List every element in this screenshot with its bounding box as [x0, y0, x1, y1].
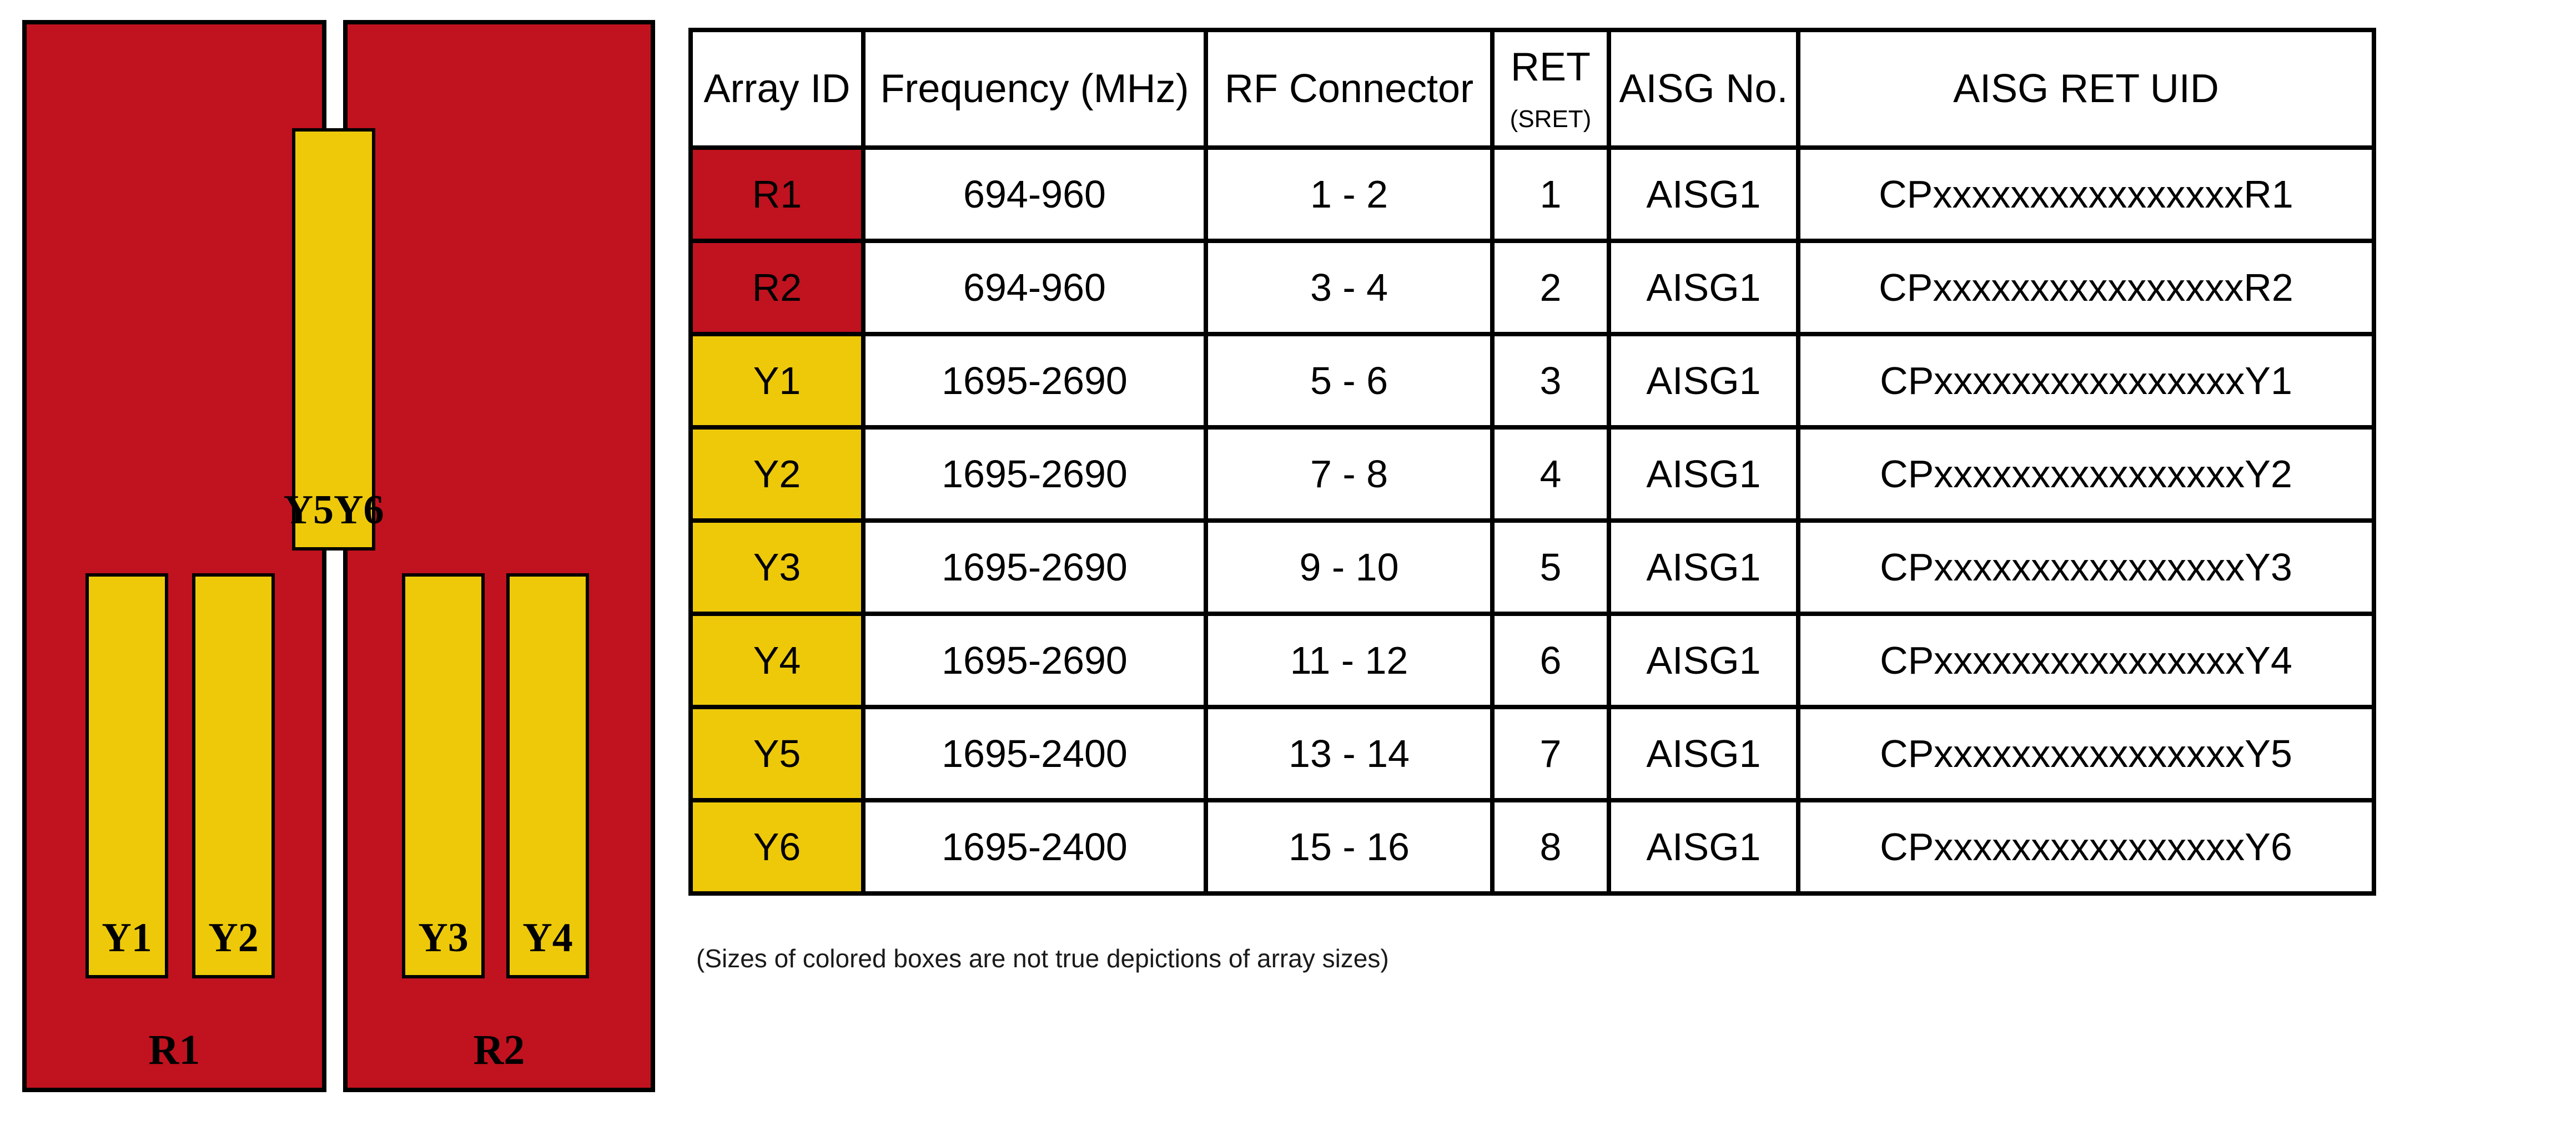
array-label-y2: Y2: [208, 915, 259, 961]
cell-rf-connector: 13 - 14: [1204, 705, 1495, 802]
cell-array-id: Y6: [688, 798, 866, 896]
cell-rf-connector: 11 - 12: [1204, 612, 1495, 709]
cell-aisg-ret-uid: CPxxxxxxxxxxxxxxxxY3: [1796, 518, 2376, 616]
table-row: Y4 1695-2690 11 - 12 6 AISG1 CPxxxxxxxxxxxxxx…: [688, 612, 2376, 709]
cell-aisg-no: AISG1: [1607, 425, 1800, 523]
cell-rf-connector: 9 - 10: [1204, 518, 1495, 616]
array-box-y1: Y1: [85, 573, 168, 978]
cell-ret: 4: [1490, 425, 1611, 523]
cell-array-id: Y2: [688, 425, 866, 523]
cell-ret: 1: [1490, 145, 1611, 243]
cell-ret: 8: [1490, 798, 1611, 896]
table-body: R1 694-960 1 - 2 1 AISG1 CPxxxxxxxxxxxxxxxxR1…: [688, 145, 2376, 896]
cell-rf-connector: 1 - 2: [1204, 145, 1495, 243]
cell-aisg-no: AISG1: [1607, 239, 1800, 336]
cell-frequency: 1695-2400: [861, 705, 1208, 802]
cell-aisg-ret-uid: CPxxxxxxxxxxxxxxxxY4: [1796, 612, 2376, 709]
cell-rf-connector: 3 - 4: [1204, 239, 1495, 336]
cell-frequency: 694-960: [861, 239, 1208, 336]
cell-aisg-no: AISG1: [1607, 145, 1800, 243]
cell-frequency: 1695-2690: [861, 518, 1208, 616]
footnote-text: (Sizes of colored boxes are not true dep…: [696, 944, 1389, 973]
cell-aisg-ret-uid: CPxxxxxxxxxxxxxxxxY1: [1796, 332, 2376, 430]
array-box-y5y6: Y5Y6: [284, 128, 384, 551]
cell-frequency: 694-960: [861, 145, 1208, 243]
col-header-aisg-ret-uid: AISG RET UID: [1796, 28, 2376, 150]
cell-aisg-ret-uid: CPxxxxxxxxxxxxxxxxY5: [1796, 705, 2376, 802]
cell-array-id: Y3: [688, 518, 866, 616]
table-row: Y5 1695-2400 13 - 14 7 AISG1 CPxxxxxxxxxxxxxx…: [688, 705, 2376, 802]
cell-ret: 7: [1490, 705, 1611, 802]
cell-aisg-no: AISG1: [1607, 705, 1800, 802]
ret-header-stack: RET (SRET): [1497, 44, 1604, 133]
array-box-y4: Y4: [506, 573, 589, 978]
cell-frequency: 1695-2400: [861, 798, 1208, 896]
cell-aisg-ret-uid: CPxxxxxxxxxxxxxxxxY6: [1796, 798, 2376, 896]
col-header-rf-connector: RF Connector: [1204, 28, 1495, 150]
array-label-y5y6: Y5Y6: [283, 487, 384, 533]
table-header-row: Array ID Frequency (MHz) RF Connector RE…: [688, 28, 2376, 150]
panel-label-r1: R1: [148, 1027, 200, 1073]
array-label-y4: Y4: [522, 915, 573, 961]
cell-aisg-no: AISG1: [1607, 332, 1800, 430]
cell-array-id: R2: [688, 239, 866, 336]
cell-aisg-no: AISG1: [1607, 518, 1800, 616]
table-row: Y2 1695-2690 7 - 8 4 AISG1 CPxxxxxxxxxxxxxxxx…: [688, 425, 2376, 523]
antenna-panel-r2: R2: [343, 20, 655, 1092]
table-row: R2 694-960 3 - 4 2 AISG1 CPxxxxxxxxxxxxxxxxR2: [688, 239, 2376, 336]
table-row: Y6 1695-2400 15 - 16 8 AISG1 CPxxxxxxxxxxxxxx…: [688, 798, 2376, 896]
col-header-ret: RET (SRET): [1490, 28, 1611, 150]
cell-frequency: 1695-2690: [861, 332, 1208, 430]
table-row: R1 694-960 1 - 2 1 AISG1 CPxxxxxxxxxxxxxxxxR1: [688, 145, 2376, 243]
cell-array-id: Y1: [688, 332, 866, 430]
table-header: Array ID Frequency (MHz) RF Connector RE…: [688, 28, 2376, 150]
col-header-aisg-no: AISG No.: [1607, 28, 1800, 150]
cell-ret: 2: [1490, 239, 1611, 336]
cell-rf-connector: 7 - 8: [1204, 425, 1495, 523]
array-box-y2: Y2: [192, 573, 275, 978]
cell-aisg-ret-uid: CPxxxxxxxxxxxxxxxxR2: [1796, 239, 2376, 336]
cell-rf-connector: 15 - 16: [1204, 798, 1495, 896]
col-header-frequency: Frequency (MHz): [861, 28, 1208, 150]
ret-header-main: RET: [1511, 45, 1591, 89]
cell-aisg-no: AISG1: [1607, 612, 1800, 709]
cell-array-id: Y5: [688, 705, 866, 802]
cell-ret: 6: [1490, 612, 1611, 709]
table-row: Y3 1695-2690 9 - 10 5 AISG1 CPxxxxxxxxxxxxxxx…: [688, 518, 2376, 616]
cell-array-id: Y4: [688, 612, 866, 709]
cell-frequency: 1695-2690: [861, 612, 1208, 709]
antenna-panel-r1: R1: [22, 20, 326, 1092]
cell-rf-connector: 5 - 6: [1204, 332, 1495, 430]
port-mapping-table: Array ID Frequency (MHz) RF Connector RE…: [688, 28, 2376, 896]
cell-frequency: 1695-2690: [861, 425, 1208, 523]
cell-ret: 5: [1490, 518, 1611, 616]
ret-header-sub: (SRET): [1510, 105, 1592, 133]
cell-array-id: R1: [688, 145, 866, 243]
table-row: Y1 1695-2690 5 - 6 3 AISG1 CPxxxxxxxxxxxxxxxx…: [688, 332, 2376, 430]
array-label-y1: Y1: [102, 915, 152, 961]
array-box-y3: Y3: [402, 573, 485, 978]
cell-aisg-no: AISG1: [1607, 798, 1800, 896]
cell-aisg-ret-uid: CPxxxxxxxxxxxxxxxxR1: [1796, 145, 2376, 243]
col-header-array-id: Array ID: [688, 28, 866, 150]
cell-aisg-ret-uid: CPxxxxxxxxxxxxxxxxY2: [1796, 425, 2376, 523]
panel-label-r2: R2: [473, 1027, 525, 1073]
array-label-y3: Y3: [418, 915, 469, 961]
cell-ret: 3: [1490, 332, 1611, 430]
